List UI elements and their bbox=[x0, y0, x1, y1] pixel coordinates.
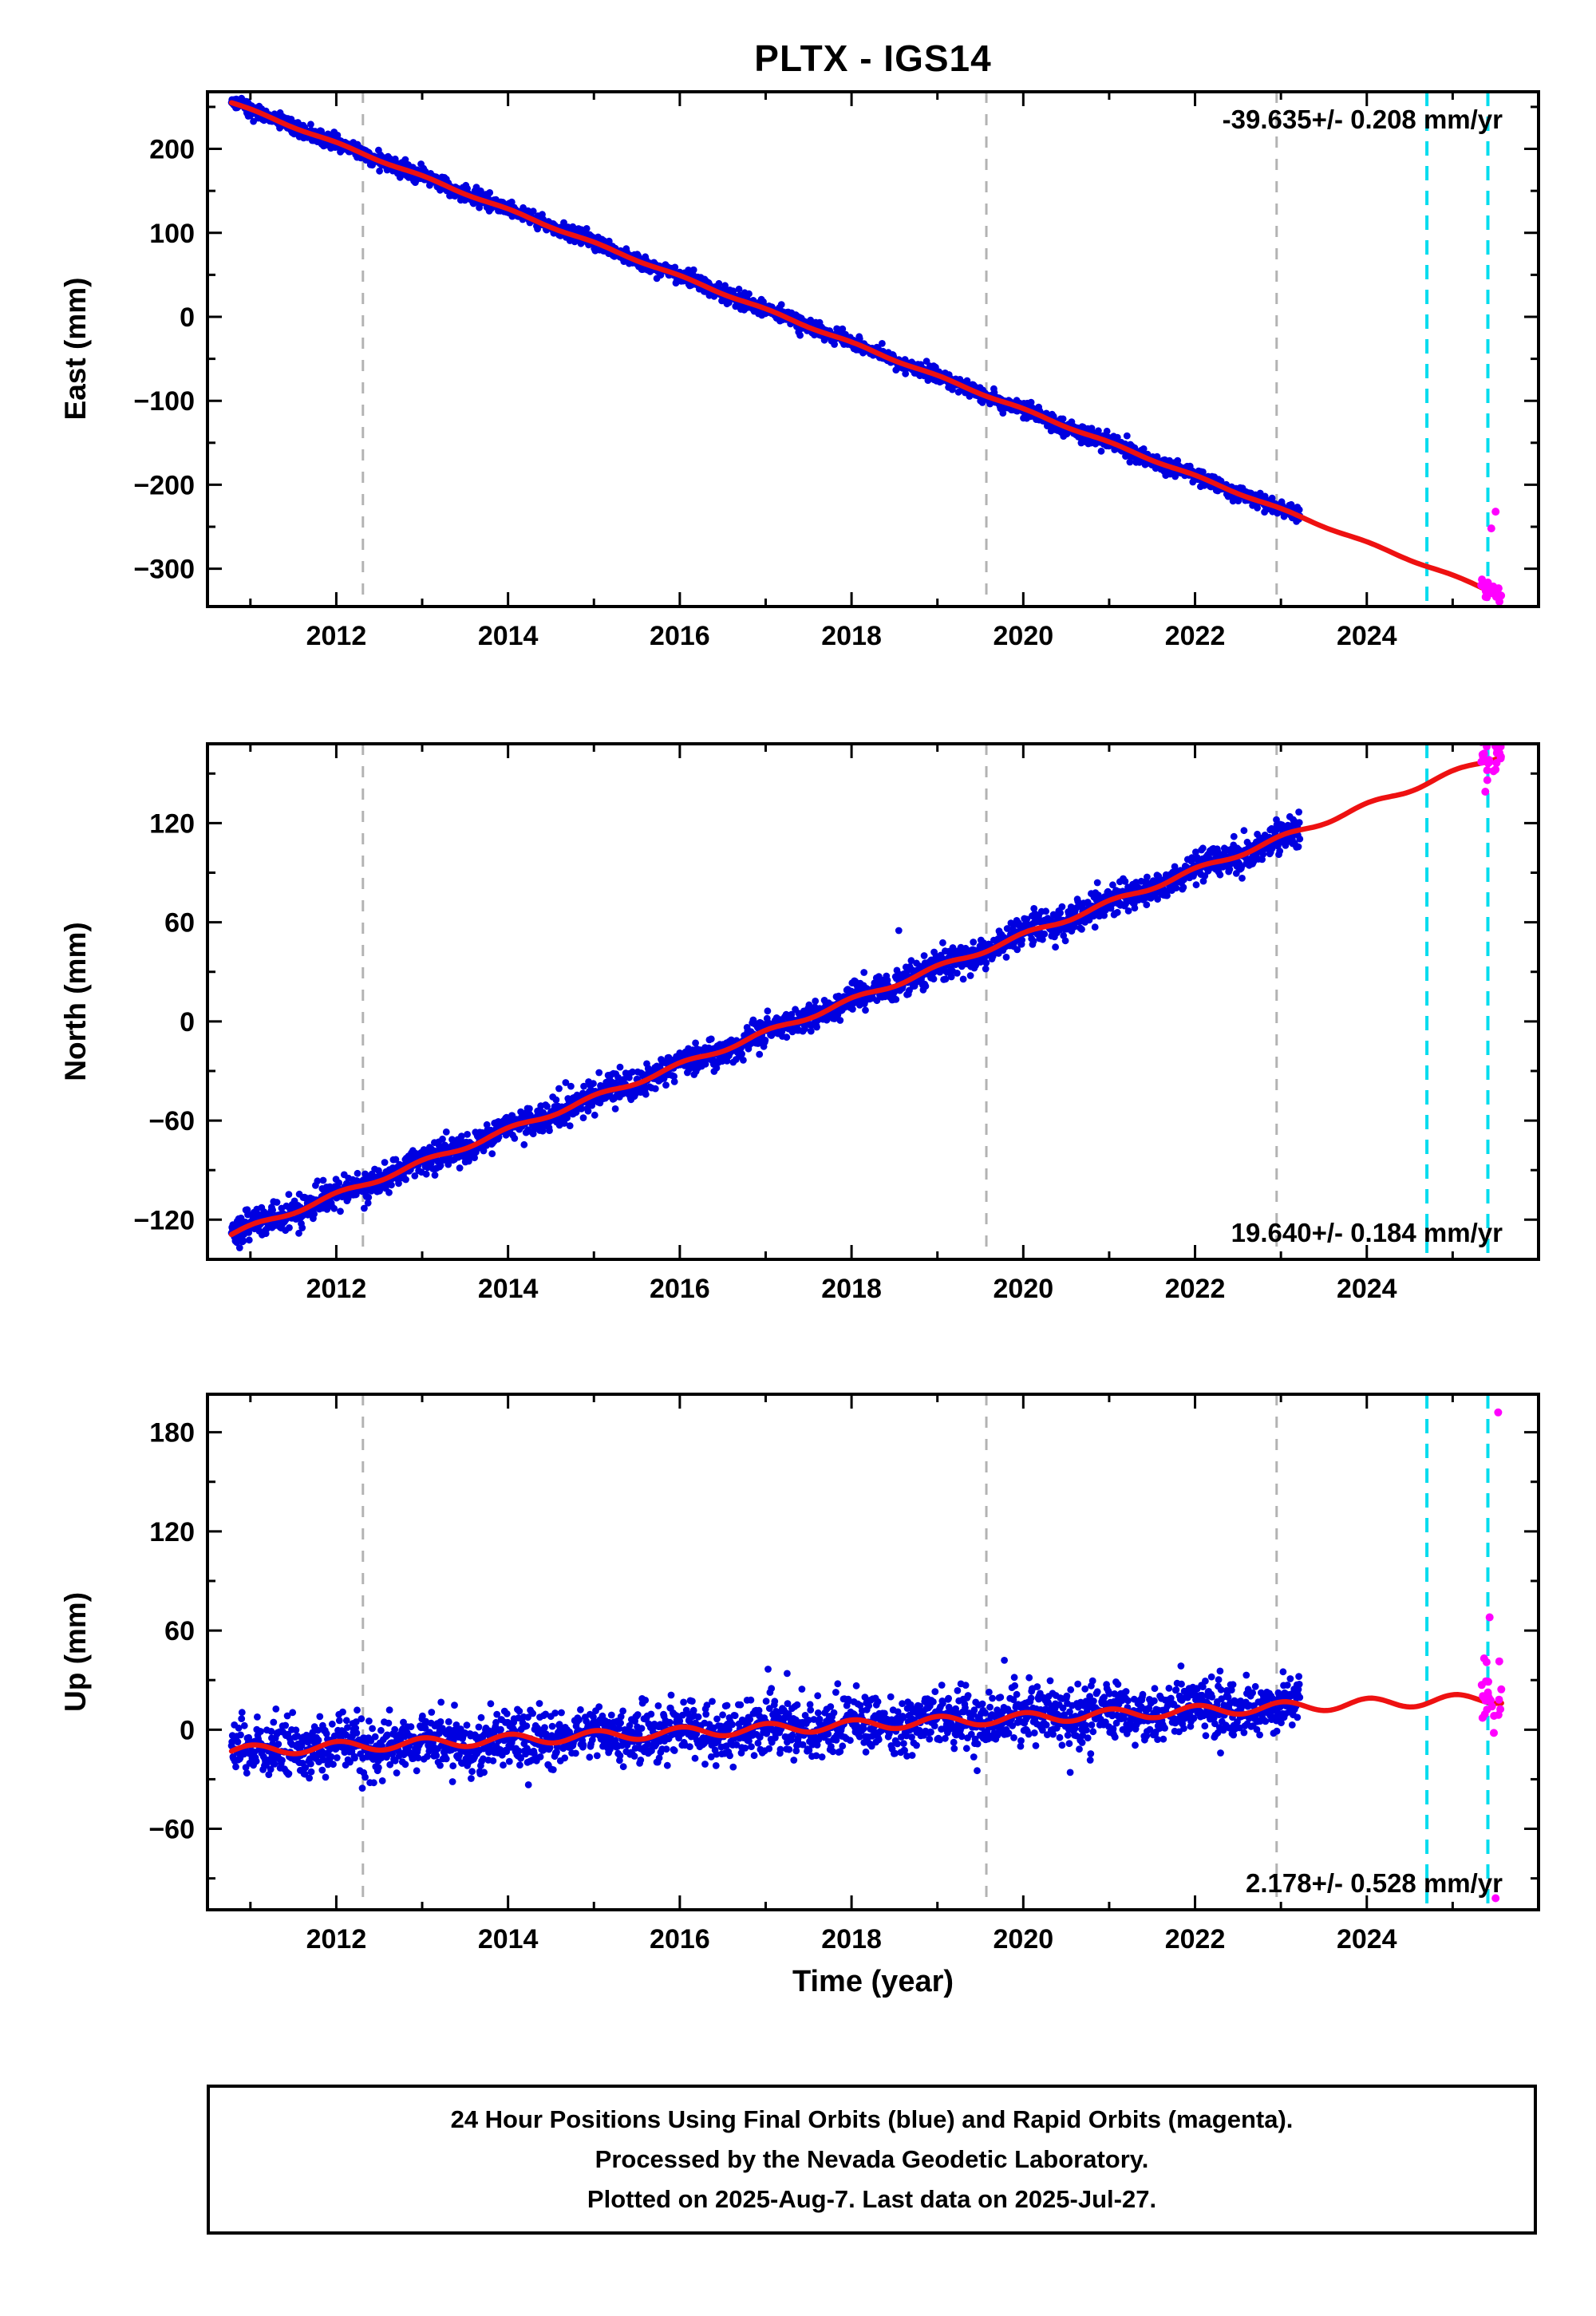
svg-text:2020: 2020 bbox=[994, 621, 1054, 651]
up-plot-frame bbox=[206, 1393, 1540, 1911]
svg-text:2014: 2014 bbox=[478, 621, 539, 651]
svg-text:2024: 2024 bbox=[1337, 621, 1397, 651]
up-ticks bbox=[207, 1394, 1539, 1910]
svg-text:2018: 2018 bbox=[821, 621, 882, 651]
north-plot-frame bbox=[206, 742, 1540, 1261]
east-plot-frame bbox=[206, 90, 1540, 608]
svg-text:2014: 2014 bbox=[478, 1274, 539, 1304]
east-data-layer bbox=[227, 92, 1506, 607]
svg-text:2020: 2020 bbox=[994, 1274, 1054, 1304]
caption-line-3: Plotted on 2025-Aug-7. Last data on 2025… bbox=[587, 2185, 1157, 2213]
svg-text:0: 0 bbox=[180, 1007, 195, 1037]
svg-text:120: 120 bbox=[149, 808, 195, 839]
svg-text:0: 0 bbox=[180, 302, 195, 333]
svg-text:200: 200 bbox=[149, 135, 195, 165]
east-model-line bbox=[228, 100, 1504, 599]
north-ticks bbox=[207, 744, 1539, 1259]
svg-text:−200: −200 bbox=[133, 470, 195, 500]
svg-text:−300: −300 bbox=[133, 555, 195, 585]
east-x-tick-labels: 2012 2014 2016 2018 2020 2022 2024 bbox=[306, 621, 1397, 651]
up-rate-label: 2.178+/- 0.528 mm/yr bbox=[1246, 1868, 1503, 1898]
up-final-orbit-points bbox=[227, 1657, 1304, 1792]
caption-line-1: 24 Hour Positions Using Final Orbits (bl… bbox=[450, 2105, 1294, 2133]
page-title: PLTX - IGS14 bbox=[754, 38, 992, 79]
up-rapid-orbit-points bbox=[1477, 1408, 1506, 1903]
svg-text:2016: 2016 bbox=[650, 1274, 710, 1304]
svg-text:−120: −120 bbox=[133, 1205, 195, 1235]
svg-text:100: 100 bbox=[149, 219, 195, 249]
up-model-line bbox=[228, 1692, 1504, 1757]
east-ticks bbox=[207, 92, 1539, 607]
svg-text:2022: 2022 bbox=[1165, 1274, 1226, 1304]
east-rapid-orbit-points bbox=[1477, 508, 1506, 607]
caption-box: 24 Hour Positions Using Final Orbits (bl… bbox=[207, 2085, 1537, 2235]
east-y-tick-labels: 200 100 0 −100 −200 −300 bbox=[133, 135, 195, 585]
time-axis-label: Time (year) bbox=[792, 1965, 954, 1998]
svg-text:60: 60 bbox=[164, 908, 195, 939]
north-rapid-orbit-points bbox=[1477, 744, 1505, 796]
svg-text:2022: 2022 bbox=[1165, 621, 1226, 651]
north-rate-label: 19.640+/- 0.184 mm/yr bbox=[1231, 1218, 1503, 1247]
svg-text:2016: 2016 bbox=[650, 621, 710, 651]
north-data-layer bbox=[227, 744, 1505, 1259]
north-y-tick-labels: 120 60 0 −60 −120 bbox=[133, 808, 195, 1235]
svg-text:2024: 2024 bbox=[1337, 1274, 1397, 1304]
svg-text:2012: 2012 bbox=[306, 1274, 367, 1304]
svg-text:2018: 2018 bbox=[821, 1274, 882, 1304]
svg-text:−100: −100 bbox=[133, 386, 195, 417]
svg-text:−60: −60 bbox=[148, 1106, 195, 1136]
north-x-tick-labels: 2012 2014 2016 2018 2020 2022 2024 bbox=[306, 1274, 1397, 1304]
caption-line-2: Processed by the Nevada Geodetic Laborat… bbox=[595, 2145, 1149, 2173]
north-model-line bbox=[228, 754, 1504, 1238]
svg-text:2012: 2012 bbox=[306, 621, 367, 651]
up-x-tick-labels: 2012 2014 2016 2018 2020 2022 2024 bbox=[306, 1924, 1397, 1954]
east-rate-label: -39.635+/- 0.208 mm/yr bbox=[1223, 105, 1503, 134]
up-data-layer bbox=[227, 1394, 1506, 1910]
